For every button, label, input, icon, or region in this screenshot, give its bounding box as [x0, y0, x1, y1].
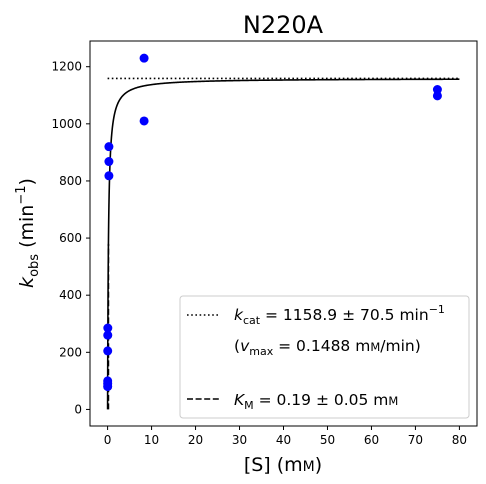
x-tick-label: 20 [188, 433, 203, 447]
x-axis-ticks: 0 10 20 30 40 50 60 70 80 [104, 426, 467, 447]
y-tick-label: 400 [59, 288, 82, 302]
y-tick-label: 1200 [51, 60, 82, 74]
data-point [104, 171, 114, 181]
y-tick-label: 0 [74, 402, 82, 416]
x-tick-label: 70 [408, 433, 423, 447]
y-axis-ticks: 0 200 400 600 800 1000 1200 [51, 60, 90, 416]
data-point [103, 330, 113, 340]
series-layer [103, 53, 460, 410]
x-tick-label: 30 [232, 433, 247, 447]
chart-title: N220A [243, 11, 324, 39]
data-point [103, 376, 113, 386]
legend-kcat-label: kcat = 1158.9 ± 70.5 min−1 [234, 303, 445, 327]
fit-curve [106, 78, 460, 410]
legend-km-label: KM = 0.19 ± 0.05 mM [234, 391, 398, 412]
x-tick-label: 0 [104, 433, 112, 447]
legend-vmax-label: (vmax = 0.1488 mM/min) [234, 337, 421, 358]
x-tick-label: 80 [452, 433, 467, 447]
data-point [104, 157, 114, 167]
x-tick-label: 40 [276, 433, 291, 447]
y-tick-label: 800 [59, 174, 82, 188]
legend: kcat = 1158.9 ± 70.5 min−1 (vmax = 0.148… [179, 295, 470, 419]
y-tick-label: 200 [59, 345, 82, 359]
data-point [103, 346, 113, 356]
data-point [104, 142, 114, 152]
x-axis-label: [S] (mM) [244, 454, 322, 476]
data-point [139, 53, 149, 63]
data-point [432, 85, 442, 95]
y-tick-label: 600 [59, 231, 82, 245]
data-point [103, 323, 113, 333]
data-point [139, 116, 149, 126]
legend-box [179, 295, 470, 419]
y-axis-label: kobs (min−1) [14, 178, 42, 288]
x-tick-label: 10 [144, 433, 159, 447]
x-tick-label: 50 [320, 433, 335, 447]
x-tick-label: 60 [364, 433, 379, 447]
y-tick-label: 1000 [51, 117, 82, 131]
data-point [432, 91, 442, 101]
